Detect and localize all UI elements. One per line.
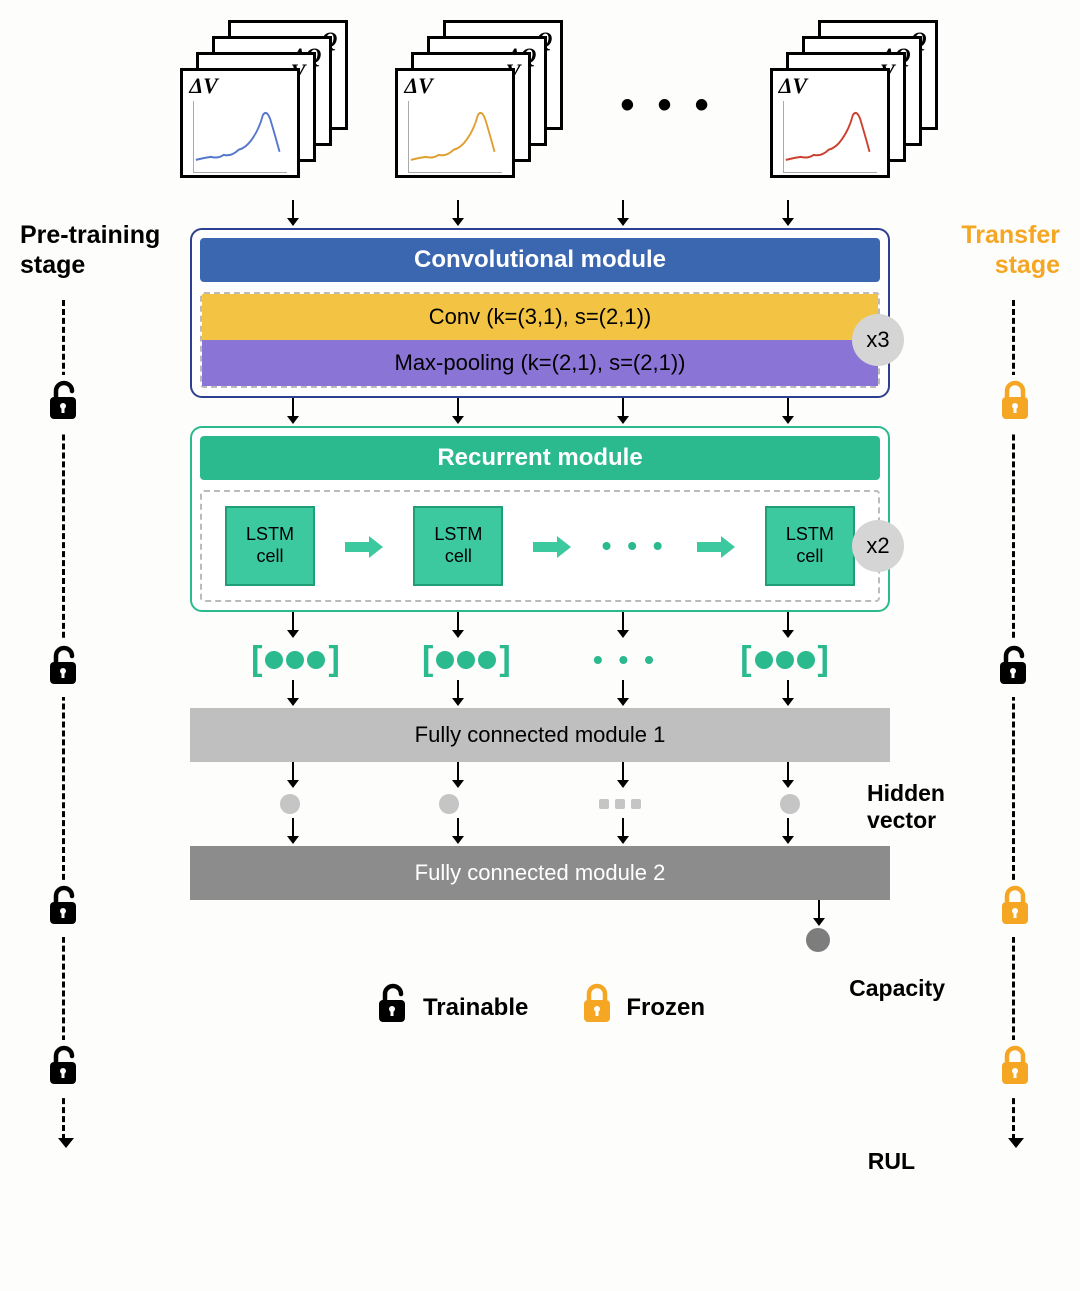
conv-repeat-badge: x3: [852, 314, 904, 366]
conv-layer: Conv (k=(3,1), s=(2,1)): [202, 294, 878, 340]
rec-repeat-badge: x2: [852, 520, 904, 572]
arrows-to-hidden: [190, 612, 890, 640]
capacity-label: Capacity: [849, 975, 945, 1002]
unlock-icon: [46, 644, 84, 688]
lock-icon: [578, 982, 616, 1033]
ellipsis-icon: • • •: [593, 644, 658, 676]
capacity-dot: [439, 794, 459, 814]
unlock-icon: [46, 880, 84, 937]
ellipsis-icon: • • •: [620, 83, 714, 128]
lstm-arrow-icon: [345, 536, 383, 556]
pool-layer: Max-pooling (k=(2,1), s=(2,1)): [202, 340, 878, 386]
unlock-icon: [375, 982, 413, 1033]
lstm-cell: LSTM cell: [413, 506, 503, 586]
input-stack: Q ΔQ V ΔV: [395, 20, 565, 190]
fc-module-2: Fully connected module 2: [190, 846, 890, 900]
rul-dot: [806, 928, 830, 952]
lstm-arrow-icon: [533, 536, 571, 556]
input-stack: Q ΔQ V ΔV: [770, 20, 940, 190]
input-card-dV: ΔV: [770, 68, 890, 178]
convolutional-module: Convolutional module Conv (k=(3,1), s=(2…: [190, 228, 890, 398]
recurrent-module: Recurrent module LSTM cell LSTM cell • • •…: [190, 426, 890, 612]
rec-inner: LSTM cellLSTM cell• • •LSTM cell x2: [200, 490, 880, 602]
unlock-icon: [46, 1040, 84, 1097]
lock-icon: [996, 880, 1034, 937]
input-card-dV: ΔV: [395, 68, 515, 178]
lock-icon: [996, 1044, 1034, 1088]
hidden-vector: [ ]: [251, 648, 340, 672]
rec-module-title: Recurrent module: [200, 436, 880, 480]
lock-icon: [996, 1040, 1034, 1097]
hidden-vector-row: [ ] [ ] • • • [ ]: [190, 640, 890, 680]
rul-label: RUL: [868, 1148, 915, 1175]
unlock-icon: [375, 982, 413, 1026]
arrows-to-fc2: [190, 818, 890, 846]
lstm-row: LSTM cell LSTM cell • • • LSTM cell: [202, 492, 878, 600]
unlock-icon: [996, 644, 1034, 688]
pretraining-stage-label: Pre-training stage: [20, 220, 160, 280]
legend-trainable: Trainable: [375, 982, 528, 1033]
capacity-dot: [280, 794, 300, 814]
fc-module-1: Fully connected module 1: [190, 708, 890, 762]
hidden-vector-label: Hidden vector: [867, 780, 945, 834]
lock-icon: [578, 982, 616, 1026]
transfer-stage-label: Transfer stage: [961, 220, 1060, 280]
unlock-icon: [46, 640, 84, 697]
arrows-to-fc1: [190, 680, 890, 708]
lock-icon: [996, 379, 1034, 423]
conv-inner: Conv (k=(3,1), s=(2,1)) Max-pooling (k=(…: [200, 292, 880, 388]
arrows-to-capacity: [190, 762, 890, 790]
unlock-icon: [46, 1044, 84, 1088]
arrow-to-rul: [190, 900, 890, 928]
lstm-cell: LSTM cell: [765, 506, 855, 586]
input-stack: Q ΔQ V ΔV: [180, 20, 350, 190]
lstm-arrow-icon: [697, 536, 735, 556]
capacity-dot: [780, 794, 800, 814]
unlock-icon: [996, 640, 1034, 697]
main-flow: Convolutional module Conv (k=(3,1), s=(2…: [190, 200, 890, 952]
lock-icon: [996, 375, 1034, 432]
hidden-vector: [ ]: [740, 648, 829, 672]
input-row: Q ΔQ V ΔV Q ΔQ V ΔV • • • Q ΔQ V ΔV: [20, 20, 1060, 190]
conv-module-title: Convolutional module: [200, 238, 880, 282]
hidden-vector: [ ]: [422, 648, 511, 672]
input-card-dV: ΔV: [180, 68, 300, 178]
lock-icon: [996, 884, 1034, 928]
unlock-icon: [46, 884, 84, 928]
legend-trainable-label: Trainable: [423, 994, 528, 1022]
ellipsis-icon: • • •: [602, 530, 667, 562]
lstm-cell: LSTM cell: [225, 506, 315, 586]
ellipsis-icon: [599, 799, 641, 809]
arrows-to-conv: [190, 200, 890, 228]
legend-frozen-label: Frozen: [626, 994, 705, 1022]
unlock-icon: [46, 379, 84, 423]
capacity-row: [190, 790, 890, 818]
legend-frozen: Frozen: [578, 982, 705, 1033]
unlock-icon: [46, 375, 84, 432]
rul-output-row: [190, 928, 890, 952]
architecture-diagram: Q ΔQ V ΔV Q ΔQ V ΔV • • • Q ΔQ V ΔV Pre-…: [20, 20, 1060, 1033]
arrows-to-rec: [190, 398, 890, 426]
